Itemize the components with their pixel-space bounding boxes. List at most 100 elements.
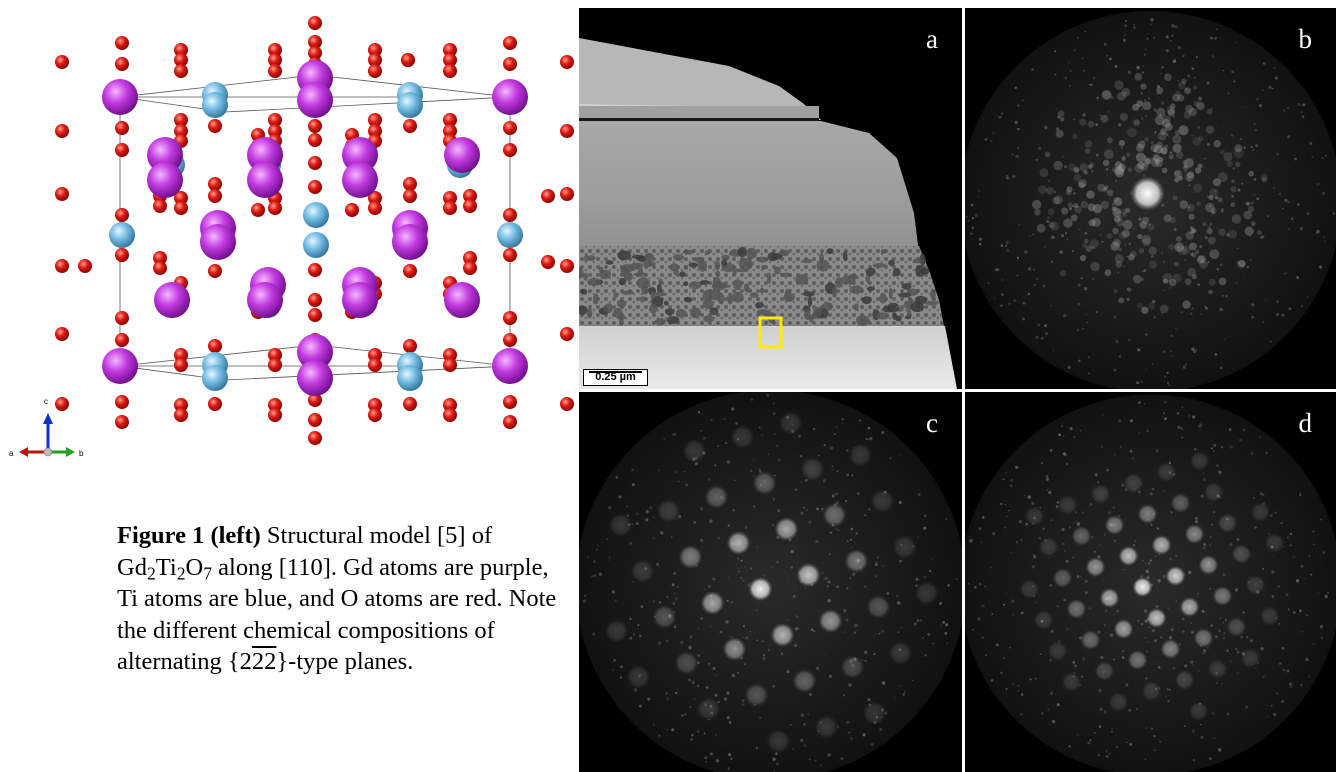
oxygen-atom	[115, 415, 129, 429]
diffraction-spot	[766, 729, 791, 753]
caption-text-1: Structural model [5] of	[260, 522, 493, 549]
oxygen-atom	[368, 358, 382, 372]
diffraction-spot	[652, 605, 677, 629]
pore	[887, 302, 900, 313]
oxygen-atom	[368, 191, 382, 205]
diffraction-spot	[1057, 495, 1078, 515]
oxygen-atom	[443, 191, 457, 205]
noise-speckle	[965, 18, 1335, 386]
diffraction-spot	[748, 577, 773, 601]
pore	[715, 270, 721, 277]
oxygen-atom	[463, 261, 477, 275]
pore	[767, 272, 772, 285]
oxygen-atom	[560, 187, 574, 201]
oxygen-atom	[268, 348, 282, 362]
diffraction-spot	[1264, 533, 1285, 553]
pore	[746, 248, 758, 259]
panel-c-diffraction: c	[579, 392, 962, 772]
oxygen-atom	[308, 308, 322, 322]
pore	[795, 274, 809, 285]
oxygen-atom	[268, 201, 282, 215]
gadolinium-atom	[297, 334, 333, 370]
oxygen-atom	[115, 121, 129, 135]
oxygen-atom	[174, 408, 188, 422]
pore	[848, 274, 859, 280]
diffraction-pattern-b	[965, 8, 1336, 389]
gadolinium-atom	[297, 82, 333, 118]
diffraction-spot	[1127, 650, 1148, 670]
oxygen-atom	[345, 203, 359, 217]
pore	[621, 290, 634, 295]
pore	[812, 306, 822, 317]
oxygen-atom	[115, 208, 129, 222]
oxygen-atom	[268, 358, 282, 372]
diffraction-spot	[844, 549, 869, 573]
oxygen-atom	[308, 393, 322, 407]
pore	[759, 287, 765, 294]
pore	[745, 262, 754, 267]
pore	[721, 259, 728, 267]
pore	[599, 266, 604, 274]
oxygen-atom	[403, 189, 417, 203]
oxygen-atom	[208, 339, 222, 353]
oxygen-atom	[560, 124, 574, 138]
oxygen-atom	[503, 333, 517, 347]
diffraction-spot	[656, 499, 681, 523]
pore	[683, 249, 689, 255]
pore	[807, 295, 813, 308]
diffraction-spot	[1130, 176, 1165, 211]
pore	[587, 255, 596, 261]
oxygen-atom	[503, 36, 517, 50]
oxygen-atom	[208, 119, 222, 133]
pore	[861, 296, 872, 305]
pore	[841, 275, 851, 285]
pore	[717, 292, 725, 305]
axis-b-label: b	[79, 449, 84, 458]
pore	[756, 309, 771, 316]
pore	[682, 281, 689, 287]
diffraction-spot	[848, 443, 873, 467]
diffraction-spot	[1170, 493, 1191, 513]
pore	[915, 265, 926, 277]
oxygen-atom	[308, 293, 322, 307]
pore	[679, 271, 686, 278]
oxygen-atom	[368, 53, 382, 67]
pore	[783, 292, 795, 303]
titanium-atom	[397, 365, 423, 391]
diffraction-spot	[1141, 681, 1162, 701]
pore	[639, 296, 648, 302]
pore	[663, 300, 669, 306]
gadolinium-atom	[444, 137, 480, 173]
oxygen-atom	[153, 199, 167, 213]
pore	[849, 285, 864, 294]
oxygen-atom	[443, 113, 457, 127]
pore	[879, 293, 887, 304]
pore	[654, 292, 667, 297]
gadolinium-atom	[492, 348, 528, 384]
pore	[587, 277, 601, 287]
pore	[880, 249, 887, 254]
oxygen-atom	[55, 259, 69, 273]
oxygen-atom	[368, 408, 382, 422]
oxygen-atom	[308, 413, 322, 427]
titanium-atom	[497, 222, 523, 248]
oxygen-atom	[403, 177, 417, 191]
pore	[831, 286, 838, 298]
oxygen-atom	[503, 415, 517, 429]
oxygen-atom	[268, 124, 282, 138]
panel-b-diffraction: b	[965, 8, 1336, 389]
oxygen-atom	[174, 398, 188, 412]
diffraction-spot	[1080, 630, 1101, 650]
cross-section-image	[579, 8, 962, 389]
oxygen-atom	[208, 264, 222, 278]
pore	[866, 286, 875, 292]
gadolinium-atom	[444, 282, 480, 318]
pore	[613, 292, 619, 298]
titanium-atom	[202, 92, 228, 118]
diffraction-spot	[1132, 577, 1153, 597]
gadolinium-atom	[154, 282, 190, 318]
diffraction-spot	[674, 651, 699, 675]
diffraction-spot	[914, 581, 939, 605]
diffraction-spot	[1203, 482, 1224, 502]
pore	[579, 267, 584, 279]
